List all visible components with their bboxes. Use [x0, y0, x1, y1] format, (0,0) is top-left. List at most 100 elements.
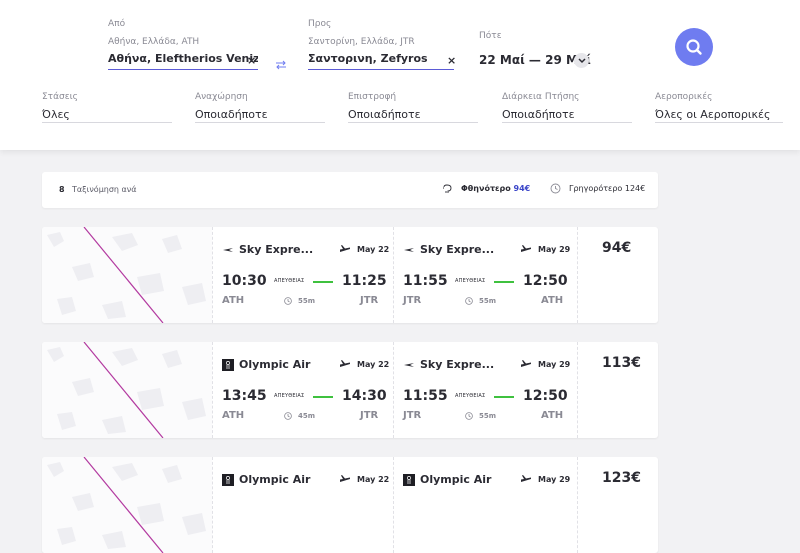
flight-duration: 55m — [479, 412, 497, 420]
arrival-code: ATH — [541, 410, 564, 421]
plane-landing-icon — [521, 245, 531, 252]
duration-icon — [465, 412, 473, 420]
dates-value[interactable]: 22 Μαί — 29 Μαί — [479, 53, 591, 67]
clear-to-icon[interactable]: × — [447, 54, 457, 67]
outbound-leg: Olympic Air May 22 13:45 ΑΠΕΥΘΕΙΑΣ 14:30 ATH 4… — [212, 342, 397, 438]
duration-icon — [284, 412, 292, 420]
plane-landing-icon — [521, 360, 531, 367]
direct-flight-line — [313, 281, 333, 283]
filter-duration-label: Διάρκεια Πτήσης — [502, 92, 580, 102]
sort-bar: 8 Ταξινόμηση ανά Φθηνότερο 94€ Γρηγορότε… — [42, 172, 658, 208]
airline-name: Olympic Air — [239, 358, 311, 371]
search-button[interactable] — [675, 28, 713, 66]
departure-time: 13:45 — [222, 388, 267, 404]
filter-airlines-label: Αεροπορικές — [655, 92, 713, 102]
route-line — [83, 227, 164, 323]
departure-time: 11:55 — [403, 273, 448, 289]
flight-duration: 55m — [298, 297, 316, 305]
filter-airlines-select[interactable]: Όλες οι Αεροπορικές — [655, 108, 783, 123]
plane-landing-icon — [521, 475, 531, 482]
route-map — [42, 457, 212, 553]
flight-result-card[interactable]: Olympic Air May 22 13:45 ΑΠΕΥΘΕΙΑΣ 14:30 ATH 4… — [42, 342, 658, 438]
departure-code: JTR — [403, 295, 422, 306]
leg-date: May 29 — [538, 475, 571, 484]
arrival-code: ATH — [541, 295, 564, 306]
route-map — [42, 342, 212, 438]
to-input[interactable]: Σαντορινη, Zefyros — [308, 52, 454, 70]
filter-return-select[interactable]: Οποιαδήποτε — [348, 108, 478, 123]
leg-date: May 22 — [357, 360, 390, 369]
when-label: Πότε — [479, 31, 502, 41]
from-label: Από — [108, 19, 126, 29]
search-header: Από Αθήνα, Ελλάδα, ATH Αθήνα, Eleftherio… — [0, 0, 800, 150]
flight-price[interactable]: 123€ — [602, 470, 641, 486]
arrival-time: 14:30 — [342, 388, 387, 404]
departure-code: JTR — [403, 410, 422, 421]
divider — [393, 342, 394, 438]
filter-stops-label: Στάσεις — [42, 92, 78, 102]
swap-icon[interactable] — [275, 60, 287, 70]
plane-takeoff-icon — [340, 360, 350, 367]
leg-date: May 29 — [538, 360, 571, 369]
sort-cheapest-button[interactable]: Φθηνότερο 94€ — [442, 183, 530, 194]
clear-from-icon[interactable]: × — [247, 54, 257, 67]
airline-name: Sky Expre... — [420, 358, 495, 371]
olympic-air-logo-icon — [222, 359, 234, 371]
duration-icon — [284, 297, 292, 305]
stops-label: ΑΠΕΥΘΕΙΑΣ — [274, 393, 305, 399]
arrival-code: JTR — [360, 295, 379, 306]
direct-flight-line — [494, 281, 514, 283]
from-sub: Αθήνα, Ελλάδα, ATH — [108, 37, 200, 47]
clock-icon — [550, 183, 561, 194]
departure-time: 10:30 — [222, 273, 267, 289]
flight-duration: 55m — [479, 297, 497, 305]
plane-takeoff-icon — [340, 475, 350, 482]
airline-name: Olympic Air — [420, 473, 492, 486]
filter-return-label: Επιστροφή — [348, 92, 397, 102]
flight-result-card[interactable]: Sky Expre... May 22 10:30 ΑΠΕΥΘΕΙΑΣ 11:25 ATH… — [42, 227, 658, 323]
divider — [577, 457, 578, 553]
divider — [212, 342, 213, 438]
sky-express-logo-icon — [223, 248, 233, 252]
flight-price[interactable]: 113€ — [602, 355, 641, 371]
piggy-bank-icon — [443, 184, 452, 193]
olympic-air-logo-icon — [222, 474, 234, 486]
from-input[interactable]: Αθήνα, Eleftherios Veniz... — [108, 52, 258, 70]
sort-fastest-price: 124€ — [624, 184, 646, 193]
airline-name: Sky Expre... — [420, 243, 495, 256]
flight-price[interactable]: 94€ — [602, 240, 632, 256]
route-line — [83, 342, 164, 438]
departure-time: 11:55 — [403, 388, 448, 404]
inbound-leg: Sky Expre... May 29 11:55 ΑΠΕΥΘΕΙΑΣ 12:50 JTR… — [393, 342, 578, 438]
sort-cheapest-price: 94€ — [513, 184, 531, 193]
flight-result-card[interactable]: Olympic Air May 22 Olympic Air May 29 123€ — [42, 457, 658, 553]
airline-name: Olympic Air — [239, 473, 311, 486]
results-count: 8 — [59, 185, 65, 194]
to-sub: Σαντορίνη, Ελλάδα, JTR — [308, 37, 415, 47]
sky-express-logo-icon — [404, 248, 414, 252]
outbound-leg: Olympic Air May 22 — [212, 457, 397, 553]
leg-date: May 22 — [357, 475, 390, 484]
dates-dropdown-button[interactable] — [574, 53, 589, 68]
route-map — [42, 227, 212, 323]
divider — [577, 227, 578, 323]
sort-label: Ταξινόμηση ανά — [72, 185, 137, 194]
filter-departure-select[interactable]: Οποιαδήποτε — [195, 108, 325, 123]
arrival-code: JTR — [360, 410, 379, 421]
chevron-down-icon — [577, 57, 586, 63]
sort-cheapest-label: Φθηνότερο — [461, 184, 511, 193]
outbound-leg: Sky Expre... May 22 10:30 ΑΠΕΥΘΕΙΑΣ 11:25 ATH… — [212, 227, 397, 323]
departure-code: ATH — [222, 295, 245, 306]
duration-icon — [465, 297, 473, 305]
direct-flight-line — [494, 396, 514, 398]
divider — [212, 227, 213, 323]
filter-stops-select[interactable]: Όλες — [42, 108, 172, 123]
inbound-leg: Olympic Air May 29 — [393, 457, 578, 553]
filter-duration-select[interactable]: Οποιαδήποτε — [502, 108, 632, 123]
sort-fastest-button[interactable]: Γρηγορότερο 124€ — [550, 183, 645, 194]
to-label: Προς — [308, 19, 332, 29]
divider — [577, 342, 578, 438]
flight-duration: 45m — [298, 412, 316, 420]
stops-label: ΑΠΕΥΘΕΙΑΣ — [274, 278, 305, 284]
direct-flight-line — [313, 396, 333, 398]
